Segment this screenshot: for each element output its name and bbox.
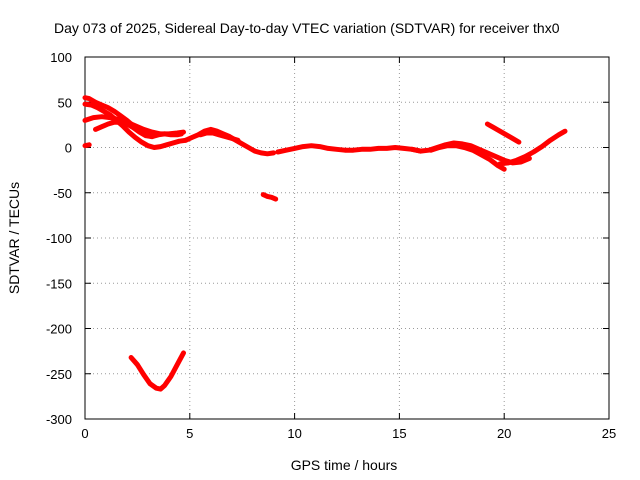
y-tick-label: -250 [46, 367, 72, 382]
x-tick-labels: 0 5 10 15 20 25 [81, 426, 616, 441]
data-series-13 [128, 350, 186, 392]
data-series-7 [260, 192, 279, 202]
data-series-3 [93, 119, 184, 140]
data-series [82, 95, 568, 392]
x-tick-label: 10 [287, 426, 301, 441]
y-tick-label: 100 [50, 50, 72, 65]
data-series-1 [82, 101, 189, 150]
data-series-10 [428, 143, 507, 172]
y-tick-labels: 100 50 0 -50 -100 -150 -200 -250 -300 [46, 50, 72, 427]
y-tick-label: -150 [46, 276, 72, 291]
y-tick-label: 50 [58, 95, 72, 110]
grid [85, 57, 609, 419]
y-axis-label: SDTVAR / TECUs [6, 182, 22, 294]
ticks [84, 56, 610, 420]
x-axis-label: GPS time / hours [291, 457, 398, 473]
x-tick-label: 0 [81, 426, 88, 441]
x-tick-label: 15 [392, 426, 406, 441]
data-series-4 [82, 142, 92, 149]
data-series-6 [197, 130, 241, 143]
y-tick-label: -300 [46, 412, 72, 427]
data-series-11 [484, 121, 522, 145]
x-tick-label: 25 [602, 426, 616, 441]
data-series-8 [275, 143, 423, 155]
chart-title: Day 073 of 2025, Sidereal Day-to-day VTE… [54, 20, 560, 36]
y-tick-label: 0 [65, 141, 72, 156]
plot-frame [84, 56, 610, 420]
y-tick-label: -100 [46, 231, 72, 246]
y-tick-label: -200 [46, 322, 72, 337]
data-series-12 [497, 128, 568, 167]
x-tick-label: 20 [497, 426, 511, 441]
y-tick-label: -50 [53, 186, 72, 201]
x-tick-label: 5 [186, 426, 193, 441]
